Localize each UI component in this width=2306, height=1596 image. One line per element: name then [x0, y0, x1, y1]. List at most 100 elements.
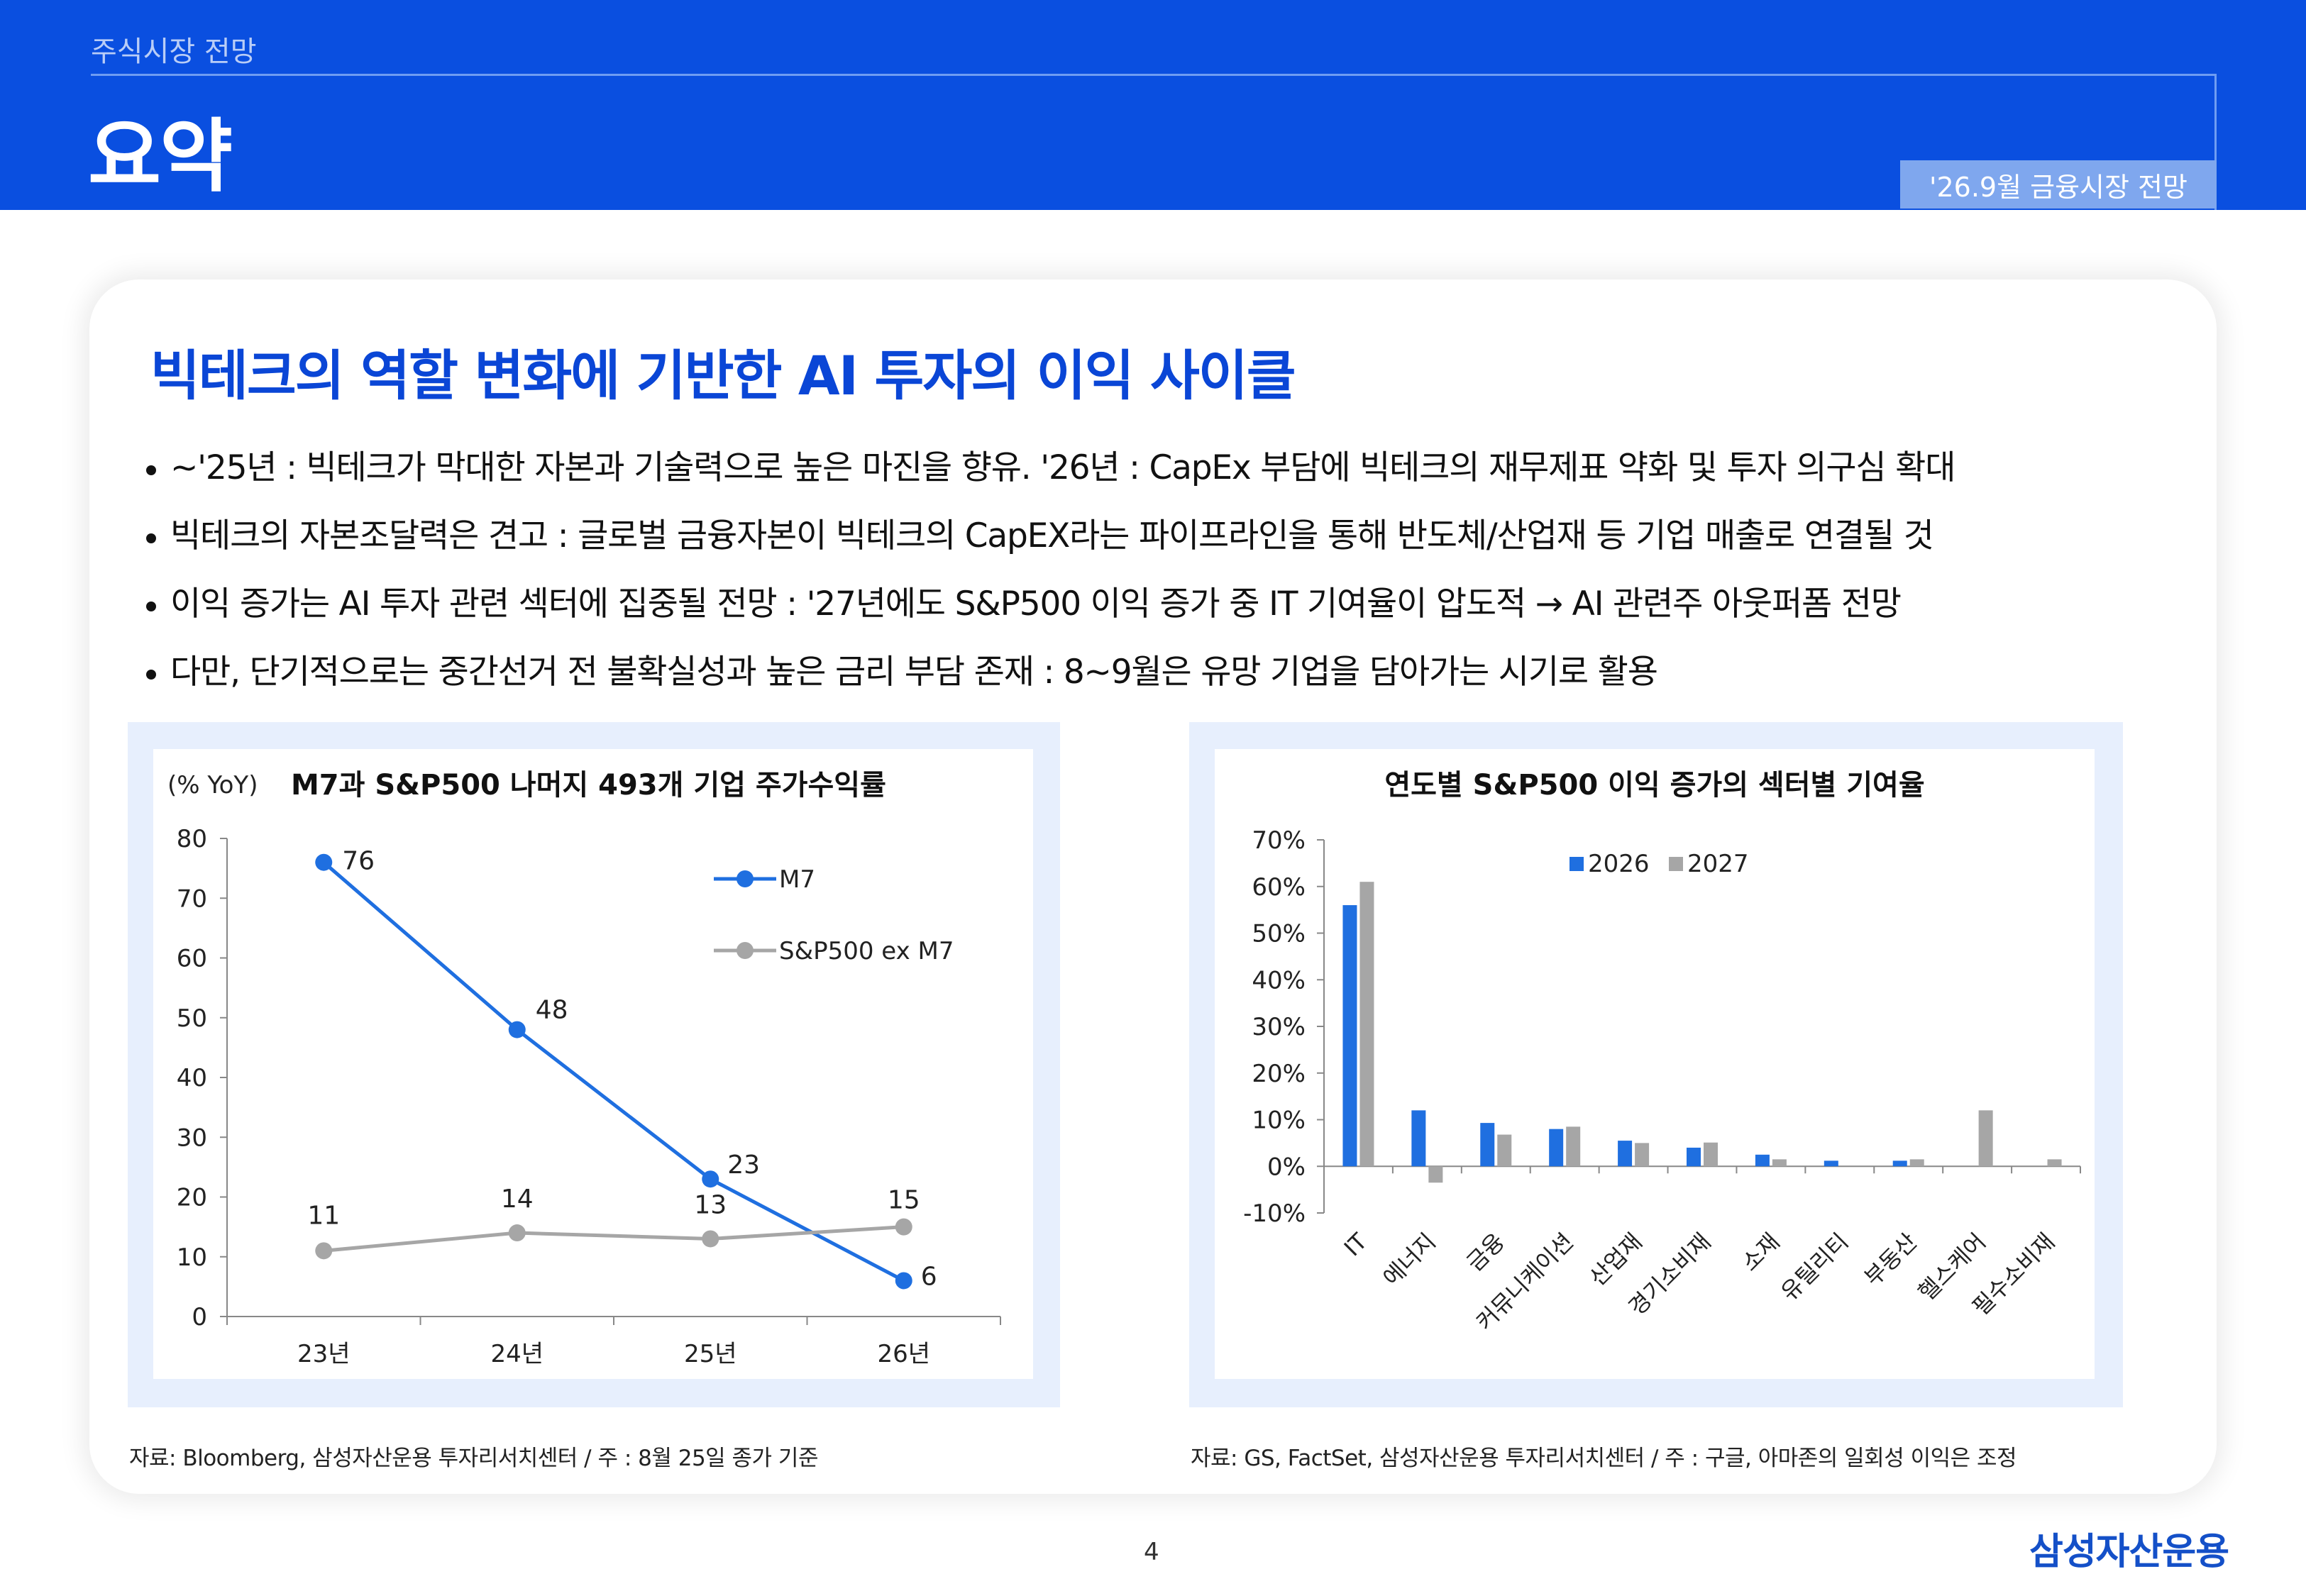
x-tick-label: 에너지: [1378, 1228, 1441, 1291]
bar-2027: [1566, 1126, 1581, 1167]
data-label: 15: [888, 1186, 920, 1215]
data-label: 6: [921, 1262, 937, 1291]
x-tick-label: 24년: [490, 1340, 544, 1368]
bar-2026: [1549, 1129, 1564, 1167]
bullet-item: 이익 증가는 AI 투자 관련 섹터에 집중될 전망 : '27년에도 S&P5…: [146, 570, 2204, 638]
line-chart-area: (% YoY) M7과 S&P500 나머지 493개 기업 주가수익률 0 10 20…: [153, 749, 1033, 1379]
y-tick-label: 10%: [1252, 1107, 1306, 1135]
x-tick-label: IT: [1339, 1228, 1373, 1262]
y-tick-label: -10%: [1243, 1199, 1306, 1228]
y-tick-label: 70: [177, 885, 207, 913]
x-tick-label: 금융: [1461, 1228, 1510, 1277]
bar-2026: [1342, 905, 1357, 1167]
bar-2027: [1978, 1110, 1993, 1167]
y-tick-label: 40: [177, 1064, 207, 1092]
page-title: 요약: [88, 111, 233, 203]
data-point: [508, 1021, 526, 1038]
line-chart: (% YoY) M7과 S&P500 나머지 493개 기업 주가수익률 0 10 20…: [167, 769, 1001, 1368]
source-note-right: 자료: GS, FactSet, 삼성자산운용 투자리서치센터 / 주 : 구글…: [1191, 1446, 2017, 1471]
x-tick-label: 23년: [297, 1340, 351, 1368]
bar-2027: [1704, 1142, 1718, 1167]
bullet-item: 빅테크의 자본조달력은 견고 : 글로벌 금융자본이 빅테크의 CapEX라는 …: [146, 502, 2204, 570]
bullet-icon: [146, 533, 156, 543]
data-label: 23: [727, 1151, 760, 1180]
bar-2026: [1480, 1123, 1495, 1167]
data-point: [895, 1218, 912, 1236]
bar-2027: [2047, 1159, 2062, 1167]
chart-title: 연도별 S&P500 이익 증가의 섹터별 기여율: [1384, 769, 1924, 802]
bar-2026: [1618, 1141, 1633, 1167]
bullet-text: ~'25년 : 빅테크가 막대한 자본과 기술력으로 높은 마진을 향유. '2…: [170, 448, 1955, 487]
bar-chart-panel: 연도별 S&P500 이익 증가의 섹터별 기여율 -10% 0% 10% 20% 30%…: [1189, 722, 2123, 1407]
y-axis-unit: (% YoY): [167, 771, 258, 799]
series-line-m7: [322, 860, 905, 1282]
bullet-icon: [146, 465, 156, 475]
y-tick-label: 60: [177, 945, 207, 973]
report-tag: '26.9월 금융시장 전망: [1900, 160, 2217, 209]
legend-label: 2026: [1588, 850, 1650, 878]
bullet-icon: [146, 669, 156, 680]
legend-label: S&P500 ex M7: [779, 937, 954, 965]
bar-2026: [1755, 1154, 1770, 1167]
y-tick-label: 20: [177, 1184, 207, 1212]
line-chart-panel: (% YoY) M7과 S&P500 나머지 493개 기업 주가수익률 0 10 20…: [128, 722, 1060, 1407]
x-tick-label: 소재: [1736, 1228, 1785, 1277]
bar-2027: [1497, 1134, 1512, 1167]
data-point: [895, 1272, 912, 1290]
data-label: 76: [342, 847, 375, 876]
y-tick-label: 0: [192, 1303, 207, 1331]
data-point: [702, 1170, 719, 1188]
bar-2026: [1892, 1160, 1907, 1167]
y-tick-label: 50: [177, 1004, 207, 1033]
x-tick-label: 부동산: [1859, 1228, 1922, 1291]
bullet-text: 빅테크의 자본조달력은 견고 : 글로벌 금융자본이 빅테크의 CapEX라는 …: [170, 516, 1934, 555]
header-divider-right: [2214, 74, 2217, 210]
page-number: 4: [1144, 1538, 1159, 1566]
x-tick-label: 산업재: [1584, 1228, 1647, 1291]
bar-chart: 연도별 S&P500 이익 증가의 섹터별 기여율 -10% 0% 10% 20% 30%…: [1243, 769, 2081, 1336]
y-tick-label: 60%: [1252, 873, 1306, 902]
source-note-left: 자료: Bloomberg, 삼성자산운용 투자리서치센터 / 주 : 8월 2…: [129, 1446, 818, 1471]
data-point: [702, 1230, 719, 1248]
brand-logo: 삼성자산운용: [2029, 1531, 2229, 1573]
legend-marker: [737, 942, 754, 959]
y-tick-label: 80: [177, 825, 207, 853]
bullet-icon: [146, 601, 156, 611]
y-tick-label: 40%: [1252, 966, 1306, 994]
data-label: 13: [694, 1190, 727, 1219]
data-label: 11: [307, 1201, 340, 1230]
legend-label: 2027: [1687, 850, 1749, 878]
data-label: 48: [536, 996, 568, 1025]
data-point: [315, 853, 333, 871]
section-label: 주식시장 전망: [91, 35, 257, 68]
data-point: [315, 1242, 333, 1260]
data-point: [508, 1224, 526, 1242]
y-tick-label: 30%: [1252, 1013, 1306, 1041]
bar-2027: [1635, 1143, 1650, 1167]
header-banner: 주식시장 전망 요약 '26.9월 금융시장 전망: [0, 0, 2306, 210]
bar-2026: [1411, 1110, 1426, 1167]
y-tick-label: 0%: [1267, 1153, 1306, 1181]
bar-2027: [1772, 1159, 1787, 1167]
series-line-ex-m7: [324, 1225, 904, 1253]
y-tick-label: 50%: [1252, 920, 1306, 948]
bar-2027: [1909, 1159, 1924, 1167]
x-tick-label: 25년: [684, 1340, 737, 1368]
y-tick-label: 10: [177, 1243, 207, 1272]
header-divider: [91, 74, 2217, 76]
y-tick-label: 70%: [1252, 826, 1306, 855]
bar-2026: [1824, 1160, 1838, 1167]
bullet-text: 이익 증가는 AI 투자 관련 섹터에 집중될 전망 : '27년에도 S&P5…: [170, 584, 1902, 624]
bullet-item: ~'25년 : 빅테크가 막대한 자본과 기술력으로 높은 마진을 향유. '2…: [146, 434, 2204, 502]
chart-title: M7과 S&P500 나머지 493개 기업 주가수익률: [291, 769, 886, 802]
y-tick-label: 30: [177, 1124, 207, 1152]
y-tick-label: 20%: [1252, 1060, 1306, 1088]
bullet-text: 다만, 단기적으로는 중간선거 전 불확실성과 높은 금리 부담 존재 : 8~…: [170, 653, 1658, 692]
bullet-item: 다만, 단기적으로는 중간선거 전 불확실성과 높은 금리 부담 존재 : 8~…: [146, 638, 2204, 706]
bar-2027: [1428, 1166, 1443, 1183]
data-label: 14: [501, 1185, 534, 1214]
bullet-list: ~'25년 : 빅테크가 막대한 자본과 기술력으로 높은 마진을 향유. '2…: [146, 434, 2204, 706]
legend-swatch: [1669, 857, 1683, 871]
legend-label: M7: [779, 865, 815, 894]
x-tick-label: 26년: [877, 1340, 930, 1368]
